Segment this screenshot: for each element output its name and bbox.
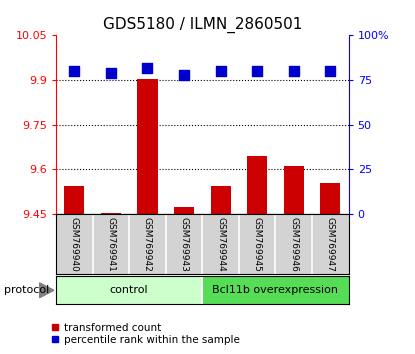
Bar [284,166,304,214]
Text: GSM769941: GSM769941 [106,217,115,272]
Bar [320,183,340,214]
Text: Bcl11b overexpression: Bcl11b overexpression [212,285,339,295]
Bar [56,276,202,304]
Text: GSM769944: GSM769944 [216,217,225,272]
Text: GSM769943: GSM769943 [180,217,188,272]
Point [144,65,151,70]
Bar [247,156,267,214]
Point [217,68,224,74]
Point [107,70,114,76]
Point [181,72,187,78]
Bar [202,276,349,304]
Bar [210,186,231,214]
Bar [174,207,194,214]
Text: GSM769940: GSM769940 [70,217,79,272]
Text: GSM769945: GSM769945 [253,217,262,272]
Legend: transformed count, percentile rank within the sample: transformed count, percentile rank withi… [47,318,244,349]
Text: control: control [110,285,149,295]
Point [71,68,78,74]
Bar [64,186,84,214]
Point [254,68,261,74]
Point [290,68,297,74]
Text: protocol: protocol [4,285,49,295]
Point [327,68,334,74]
Bar [137,79,158,214]
Polygon shape [39,283,54,298]
Text: GSM769942: GSM769942 [143,217,152,272]
Title: GDS5180 / ILMN_2860501: GDS5180 / ILMN_2860501 [103,16,302,33]
Text: GSM769947: GSM769947 [326,217,335,272]
Text: GSM769946: GSM769946 [289,217,298,272]
Bar [101,213,121,214]
